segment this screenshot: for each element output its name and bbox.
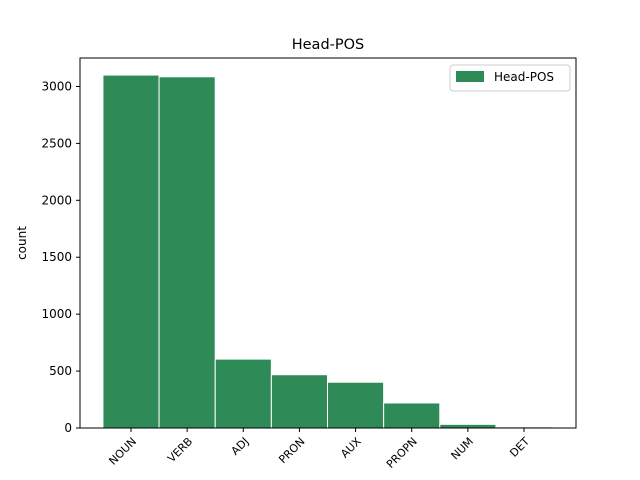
x-tick-label: VERB — [165, 435, 195, 465]
bar-adj — [214, 358, 272, 429]
y-tick-label: 1000 — [41, 307, 72, 321]
bar-verb — [158, 76, 216, 429]
y-axis: 0 500 1000 1500 2000 2500 3000 — [41, 79, 80, 435]
y-axis-label: count — [15, 226, 29, 260]
y-tick-label: 1500 — [41, 250, 72, 264]
bars-group — [102, 74, 553, 429]
bar-noun — [102, 74, 160, 429]
x-tick-label: AUX — [338, 435, 364, 461]
legend-swatch — [456, 71, 484, 82]
y-tick-label: 2000 — [41, 193, 72, 207]
y-tick-label: 500 — [49, 364, 72, 378]
x-tick-label: ADJ — [229, 435, 252, 458]
chart-title: Head-POS — [292, 37, 365, 53]
bar-pron — [270, 374, 329, 429]
y-tick-label: 3000 — [41, 79, 72, 93]
x-tick-label: DET — [507, 435, 532, 460]
bar-num — [439, 423, 497, 429]
x-tick-label: PRON — [276, 435, 307, 466]
plot-frame — [79, 57, 577, 429]
x-tick-label: NOUN — [106, 435, 139, 468]
legend: Head-POS — [449, 64, 571, 92]
x-tick-label: PROPN — [384, 435, 420, 471]
legend-label: Head-POS — [494, 70, 554, 84]
bar-propn — [383, 402, 441, 429]
x-axis: NOUN VERB ADJ PRON AUX PROPN NUM DET — [106, 428, 532, 471]
x-tick-label: NUM — [449, 435, 476, 462]
bar-aux — [327, 381, 385, 429]
y-tick-label: 0 — [64, 421, 72, 435]
y-tick-label: 2500 — [41, 136, 72, 150]
